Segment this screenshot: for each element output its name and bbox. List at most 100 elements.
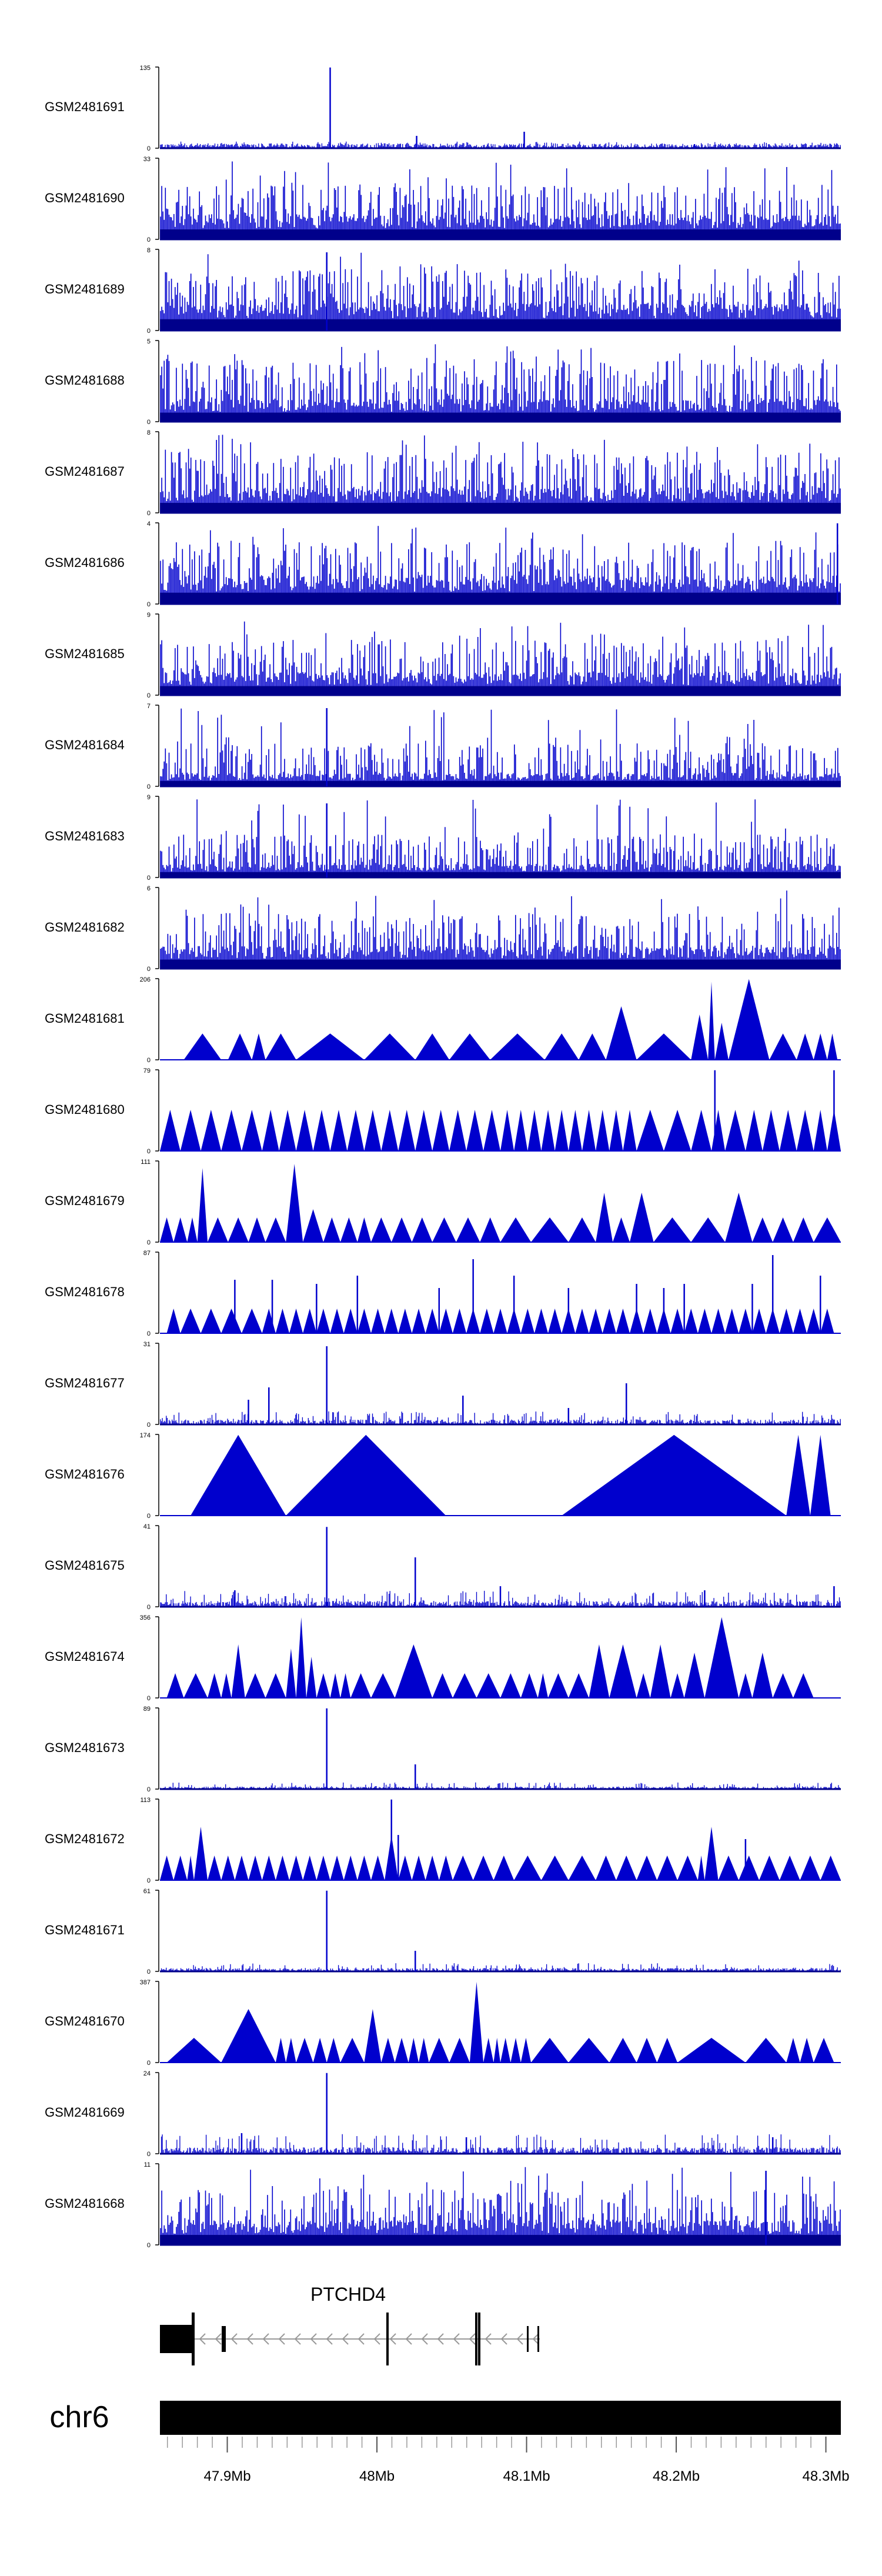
y-min-label: 0: [147, 1786, 151, 1793]
track-GSM2481685[interactable]: GSM2481685 9 0: [45, 612, 841, 699]
y-min-label: 0: [147, 1604, 151, 1611]
strand-arrow-icon: [262, 2333, 269, 2345]
chromosome-ideogram[interactable]: [160, 2401, 841, 2435]
signal-triangle: [602, 1309, 616, 1333]
signal-triangle: [657, 1856, 678, 1880]
track-label: GSM2481675: [45, 1558, 125, 1573]
y-max-label: 135: [140, 65, 151, 72]
signal-triangle: [596, 1856, 616, 1880]
track-GSM2481668[interactable]: GSM2481668 11 0: [45, 2161, 841, 2249]
signal-triangle: [609, 1644, 637, 1698]
signal-triangle: [480, 1309, 494, 1333]
signal-triangle: [500, 1110, 514, 1151]
track-GSM2481687[interactable]: GSM2481687 8 0: [45, 429, 841, 517]
signal-triangle: [739, 1673, 753, 1698]
gene-model-ptchd4[interactable]: [160, 2313, 540, 2365]
track-label: GSM2481688: [45, 373, 125, 388]
signal-triangle: [330, 1673, 340, 1698]
signal-triangle: [711, 1110, 726, 1151]
signal-triangle: [415, 1110, 433, 1151]
signal-triangle: [370, 1309, 385, 1333]
track-GSM2481691[interactable]: GSM2481691 135 0: [45, 65, 841, 152]
track-label: GSM2481683: [45, 829, 125, 843]
signal-triangle: [316, 1309, 330, 1333]
signal-triangle: [262, 1110, 279, 1151]
signal-triangle: [568, 1217, 596, 1242]
gene-exon: [478, 2313, 480, 2365]
signal-triangle: [623, 1110, 637, 1151]
track-GSM2481688[interactable]: GSM2481688 5 0: [45, 338, 841, 426]
y-max-label: 33: [143, 156, 151, 163]
signal-triangle: [381, 2038, 395, 2063]
signal-triangle: [197, 1168, 208, 1242]
track-GSM2481690[interactable]: GSM2481690 33 0: [45, 156, 841, 243]
track-GSM2481678[interactable]: GSM2481678 87 0: [45, 1250, 841, 1337]
track-GSM2481672[interactable]: GSM2481672 113 0: [45, 1797, 841, 1884]
signal-triangle: [395, 1644, 433, 1698]
signal-triangle: [412, 1856, 426, 1880]
signal-triangle: [786, 1434, 810, 1516]
signal-triangle: [221, 1856, 235, 1880]
signal-triangle: [235, 1856, 249, 1880]
signal-triangle: [398, 1110, 416, 1151]
track-GSM2481669[interactable]: GSM2481669 24 0: [45, 2070, 841, 2158]
signal-triangle: [650, 1644, 671, 1698]
signal-triangle: [252, 1033, 266, 1060]
signal-triangle: [221, 2009, 276, 2063]
track-GSM2481677[interactable]: GSM2481677 31 0: [45, 1341, 841, 1429]
signal-triangle: [800, 2038, 814, 2063]
track-GSM2481682[interactable]: GSM2481682 6 0: [45, 885, 841, 973]
signal-area: [160, 1434, 841, 1516]
signal-triangle: [773, 1673, 793, 1698]
track-label: GSM2481669: [45, 2105, 125, 2120]
signal-bars: [160, 1963, 841, 1971]
signal-bars: [160, 708, 841, 786]
signal-triangle: [391, 1217, 412, 1242]
track-GSM2481676[interactable]: GSM2481676 174 0: [45, 1432, 841, 1520]
signal-triangle: [201, 1110, 222, 1151]
track-GSM2481689[interactable]: GSM2481689 8 0: [45, 247, 841, 335]
signal-triangle: [793, 1673, 814, 1698]
track-GSM2481681[interactable]: GSM2481681 206 0: [45, 976, 841, 1064]
y-min-label: 0: [147, 966, 151, 973]
track-GSM2481686[interactable]: GSM2481686 4 0: [45, 520, 841, 608]
signal-triangle: [531, 1217, 569, 1242]
signal-triangle: [725, 1193, 753, 1242]
signal-triangle: [568, 1856, 596, 1880]
track-GSM2481675[interactable]: GSM2481675 41 0: [45, 1523, 841, 1611]
strand-arrow-icon: [199, 2333, 206, 2345]
track-GSM2481673[interactable]: GSM2481673 89 0: [45, 1706, 841, 1793]
signal-floor: [160, 872, 841, 877]
signal-triangle: [343, 1856, 358, 1880]
signal-triangle: [183, 1033, 222, 1060]
track-GSM2481674[interactable]: GSM2481674 356 0: [45, 1614, 841, 1702]
signal-triangle: [286, 1434, 446, 1516]
signal-triangle: [493, 1309, 507, 1333]
track-GSM2481679[interactable]: GSM2481679 111 0: [45, 1159, 841, 1246]
strand-arrow-icon: [294, 2333, 301, 2345]
signal-floor: [160, 2235, 841, 2245]
track-GSM2481684[interactable]: GSM2481684 7 0: [45, 703, 841, 790]
track-GSM2481683[interactable]: GSM2481683 9 0: [45, 794, 841, 882]
signal-bars: [160, 1411, 841, 1424]
track-label: GSM2481686: [45, 555, 125, 570]
track-GSM2481670[interactable]: GSM2481670 387 0: [45, 1979, 841, 2067]
y-max-label: 11: [144, 2161, 151, 2168]
signal-triangle: [827, 1033, 838, 1060]
signal-triangle: [357, 1856, 371, 1880]
signal-triangle: [208, 1217, 228, 1242]
signal-floor: [160, 959, 841, 969]
y-max-label: 206: [140, 976, 151, 983]
track-label: GSM2481671: [45, 1923, 125, 1937]
signal-triangle: [173, 1856, 188, 1880]
y-max-label: 8: [147, 429, 151, 436]
signal-triangle: [473, 1856, 494, 1880]
signal-triangle: [425, 1856, 439, 1880]
y-min-label: 0: [147, 1695, 151, 1702]
signal-triangle: [820, 1856, 841, 1880]
signal-triangle: [166, 1309, 181, 1333]
track-GSM2481671[interactable]: GSM2481671 61 0: [45, 1888, 841, 1976]
signal-triangle: [160, 1217, 174, 1242]
track-GSM2481680[interactable]: GSM2481680 79 0: [45, 1067, 841, 1155]
signal-triangle: [316, 1673, 330, 1698]
